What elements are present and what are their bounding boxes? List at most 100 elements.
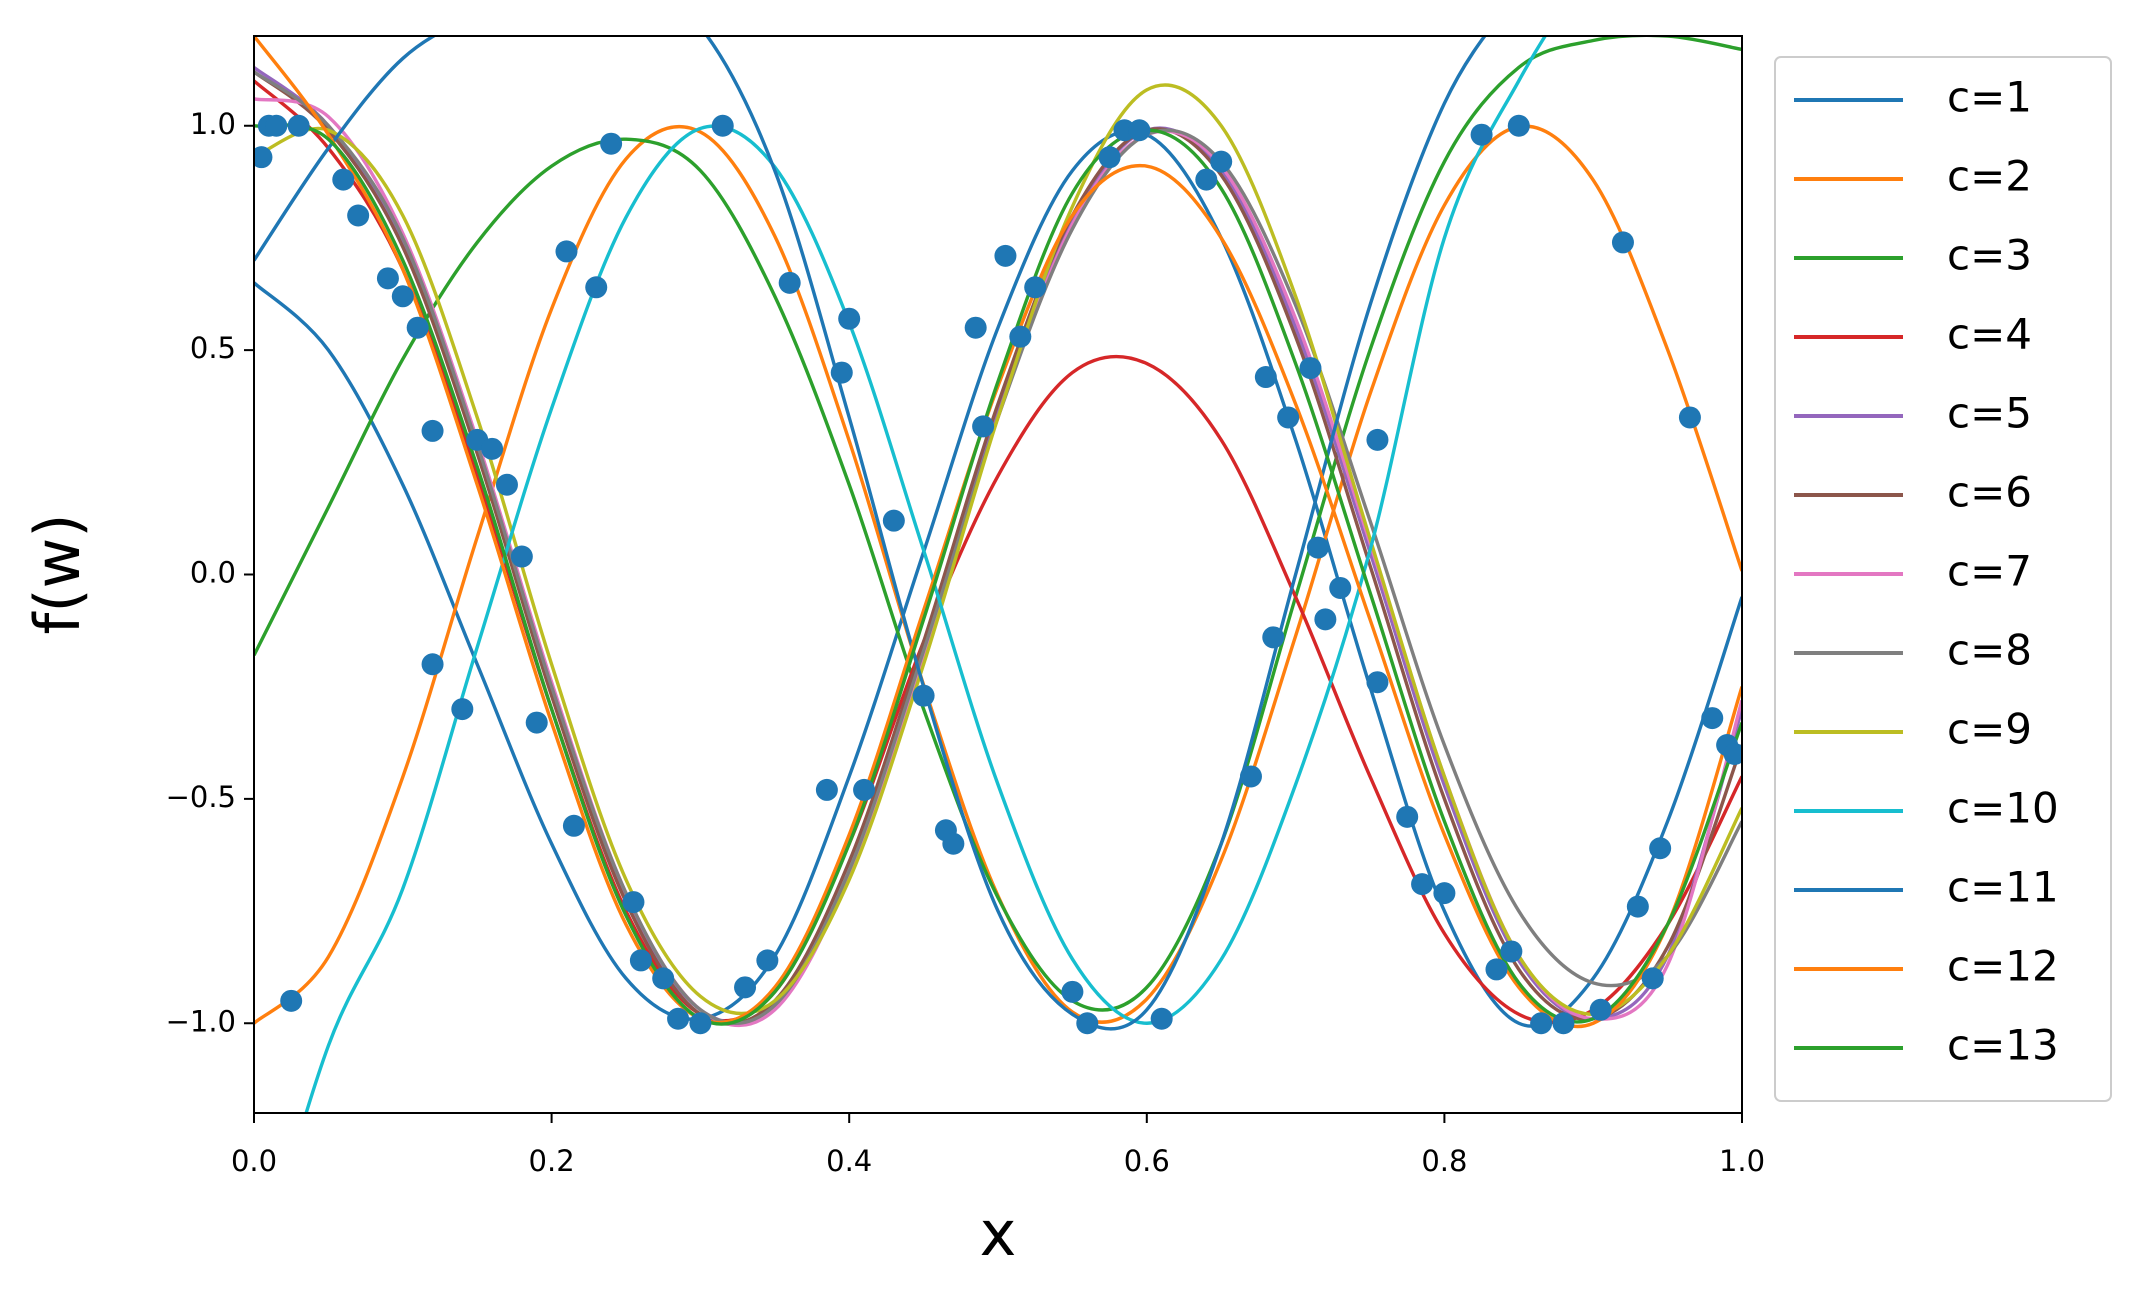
scatter-point (1254, 366, 1277, 389)
scatter-point (1500, 940, 1523, 963)
scatter-point (778, 271, 801, 294)
scatter-point (1626, 895, 1649, 918)
legend-label: c=13 (1947, 1021, 2059, 1070)
scatter-point (1150, 1007, 1173, 1030)
scatter-point (734, 976, 757, 999)
series-line (254, 97, 1742, 1028)
y-tick-label: −0.5 (166, 780, 236, 814)
scatter-point (391, 285, 414, 308)
y-tick-label: 0.0 (190, 556, 236, 590)
scatter-point (1701, 707, 1724, 730)
scatter-point (1530, 1012, 1553, 1035)
scatter-point (1589, 998, 1612, 1021)
scatter-point (994, 244, 1017, 267)
scatter-point (1611, 231, 1634, 254)
scatter-point (1329, 576, 1352, 599)
scatter-point (1277, 406, 1300, 429)
scatter-point (629, 949, 652, 972)
series-line (254, 70, 1742, 1025)
scatter-point (756, 949, 779, 972)
legend-label: c=4 (1947, 310, 2032, 359)
scatter-point (838, 307, 861, 330)
legend-label: c=5 (1947, 389, 2032, 438)
scatter-point (1649, 837, 1672, 860)
series-line (254, 66, 1742, 1025)
scatter-point (1470, 123, 1493, 146)
series-line (254, 79, 1742, 1025)
scatter-point (689, 1012, 712, 1035)
series-line (254, 129, 1742, 1028)
scatter-point (652, 967, 675, 990)
scatter-point (711, 114, 734, 137)
scatter-point (1396, 805, 1419, 828)
y-tick-label: 1.0 (190, 107, 236, 141)
legend-label: c=6 (1947, 468, 2032, 517)
scatter-point (332, 168, 355, 191)
scatter-point (1009, 325, 1032, 348)
x-tick-label: 0.8 (1421, 1144, 1467, 1178)
scatter-point (942, 832, 965, 855)
scatter-point (421, 419, 444, 442)
scatter-point (600, 132, 623, 155)
scatter-point (1098, 146, 1121, 169)
y-tick-label: −1.0 (166, 1004, 236, 1038)
scatter-point (265, 114, 288, 137)
scatter-point (421, 653, 444, 676)
scatter-point (1061, 980, 1084, 1003)
scatter-point (510, 545, 533, 568)
scatter-point (1210, 150, 1233, 173)
x-tick-label: 0.4 (826, 1144, 872, 1178)
x-tick-label: 1.0 (1719, 1144, 1765, 1178)
scatter-point (1433, 882, 1456, 905)
scatter-point (287, 114, 310, 137)
scatter-point (1552, 1012, 1575, 1035)
scatter-point (525, 711, 548, 734)
legend-label: c=1 (1947, 73, 2032, 122)
scatter-point (555, 240, 578, 263)
series-line (254, 36, 1487, 1031)
scatter-point (1128, 119, 1151, 142)
scatter-point (912, 684, 935, 707)
series-line (254, 36, 1742, 1012)
scatter-point (1678, 406, 1701, 429)
x-axis-label: x (980, 1197, 1017, 1270)
scatter-point (1299, 357, 1322, 380)
series-line (304, 36, 1548, 1113)
legend-label: c=2 (1947, 152, 2032, 201)
legend-label: c=8 (1947, 626, 2032, 675)
scatter-point (1507, 114, 1530, 137)
scatter-point (1024, 276, 1047, 299)
x-tick-label: 0.6 (1124, 1144, 1170, 1178)
scatter-point (1314, 608, 1337, 631)
scatter-point (585, 276, 608, 299)
legend-label: c=10 (1947, 784, 2059, 833)
legend-label: c=12 (1947, 942, 2059, 991)
scatter-point (815, 778, 838, 801)
series-line (254, 83, 1742, 1016)
scatter-point (451, 698, 474, 721)
scatter-point (1239, 765, 1262, 788)
series-line (254, 70, 1742, 1026)
y-axis-label: f(w) (21, 514, 94, 635)
legend-label: c=7 (1947, 547, 2032, 596)
scatter-point (1485, 958, 1508, 981)
scatter-point (972, 415, 995, 438)
scatter-point (280, 989, 303, 1012)
scatter-point (254, 146, 273, 169)
x-tick-label: 0.2 (529, 1144, 575, 1178)
legend-label: c=9 (1947, 705, 2032, 754)
scatter-point (406, 316, 429, 339)
scatter-point (1195, 168, 1218, 191)
scatter-point (1641, 967, 1664, 990)
y-tick-label: 0.5 (190, 331, 236, 365)
scatter-point (1723, 743, 1742, 765)
series-line (254, 123, 1742, 1026)
scatter-point (1306, 536, 1329, 559)
scatter-point (667, 1007, 690, 1030)
legend-label: c=11 (1947, 863, 2059, 912)
scatter-point (376, 267, 399, 290)
series-line (254, 36, 1742, 1029)
legend-box (1774, 56, 2112, 1102)
scatter-point (1411, 873, 1434, 896)
